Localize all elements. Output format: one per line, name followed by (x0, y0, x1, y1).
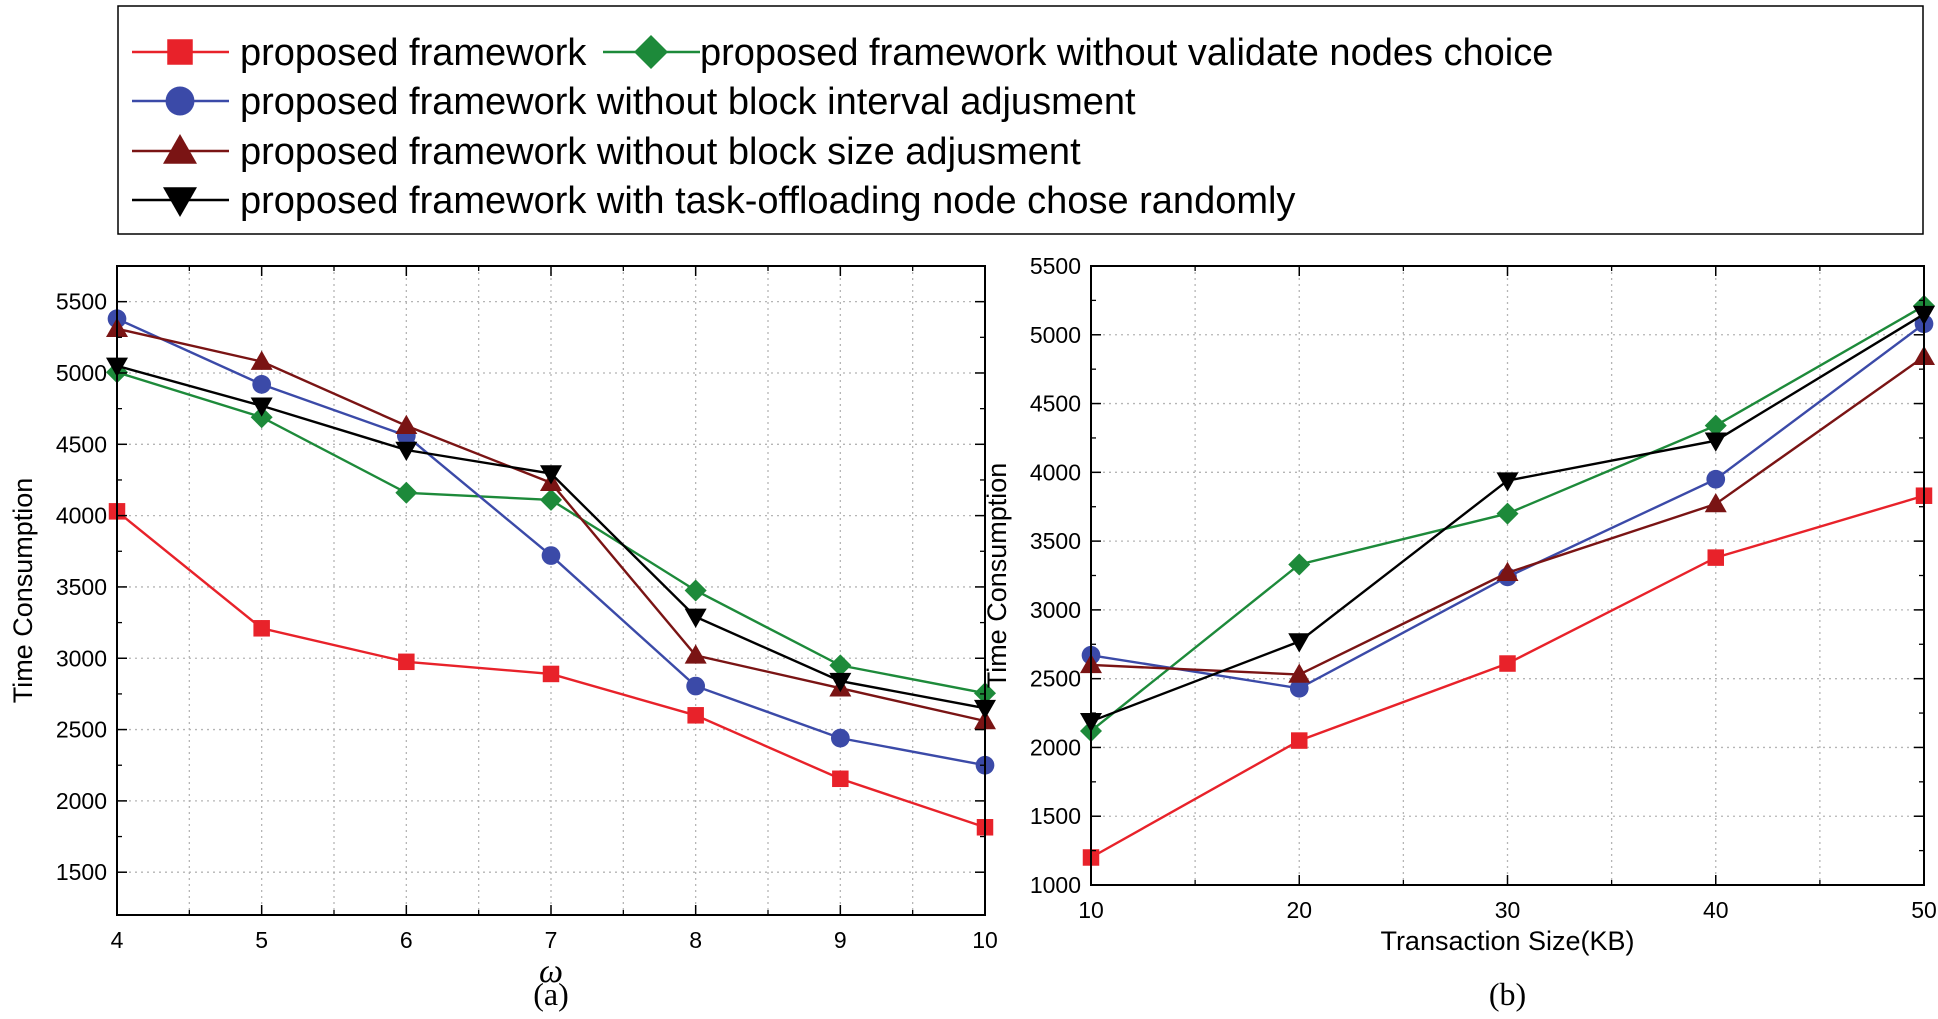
x-tick-label: 50 (1911, 897, 1937, 923)
data-point-pf (687, 707, 704, 724)
legend-marker-bi (165, 86, 195, 116)
data-point-bs (1496, 561, 1519, 581)
data-point-pf (398, 653, 415, 671)
x-tick-label: 30 (1495, 897, 1521, 923)
y-tick-label: 5000 (56, 360, 107, 386)
chart-panel-b: 10 20 30 40 50 1000 1500 2000 2500 3000 3500 4000 45… (982, 253, 1937, 1012)
data-point-vn (829, 654, 852, 677)
data-point-rd (829, 672, 852, 693)
x-tick-label: 7 (545, 927, 558, 953)
data-point-rd (1496, 472, 1519, 492)
legend-box (117, 5, 1924, 235)
series-vn (106, 361, 996, 705)
data-point-pf (253, 620, 270, 637)
legend-label-bi: proposed framework without block interva… (240, 81, 1136, 123)
y-tick-label: 4000 (56, 503, 107, 529)
legend-label-bs: proposed framework without block size ad… (240, 131, 1081, 173)
data-point-vn (1288, 553, 1311, 576)
legend-item-bi: proposed framework without block interva… (132, 81, 1136, 123)
data-point-pf (1499, 655, 1516, 672)
y-axis-label: Time Consumption (982, 463, 1012, 689)
data-point-rd (1704, 432, 1727, 452)
legend-item-bs: proposed framework without block size ad… (132, 131, 1081, 173)
data-point-bi (1289, 678, 1309, 698)
series-pf (108, 503, 994, 836)
y-tick-label: 4500 (1030, 391, 1081, 417)
data-point-bs (684, 644, 707, 664)
data-point-rd (395, 441, 418, 462)
x-tick-label: 20 (1286, 897, 1312, 923)
chart-panel-a: 4 5 6 7 8 9 10 1500 2000 2500 3000 3500 4000 4500 5000… (8, 265, 998, 1012)
legend-item-vn: proposed framework without validate node… (603, 32, 1553, 74)
data-point-rd (540, 465, 562, 485)
y-tick-label: 4500 (56, 431, 107, 457)
y-tick-label: 2500 (1030, 666, 1081, 692)
y-tick-label: 5000 (1030, 322, 1081, 348)
data-point-rd (250, 397, 273, 417)
x-tick-label: 8 (689, 927, 702, 953)
y-tick-label: 1000 (1030, 872, 1081, 898)
y-tick-label: 2500 (56, 717, 107, 743)
x-tick-label: 9 (834, 927, 847, 953)
y-axis-label: Time Consumption (8, 478, 38, 704)
legend: proposed framework proposed framework wit… (117, 5, 1924, 235)
x-tick-label: 6 (400, 927, 413, 953)
series-vn (1080, 294, 1935, 742)
data-point-vn (1496, 502, 1519, 525)
data-point-bi (252, 375, 272, 394)
legend-marker-vn (634, 35, 668, 69)
data-point-pf (542, 665, 560, 683)
panel-caption: (a) (533, 976, 569, 1012)
legend-marker-pf (167, 39, 193, 65)
data-point-pf (1707, 549, 1724, 566)
legend-marker-rd (163, 187, 197, 217)
data-point-vn (540, 488, 562, 511)
y-tick-label: 3500 (56, 574, 107, 600)
data-point-bi (541, 546, 561, 565)
legend-item-pf: proposed framework (132, 32, 587, 74)
legend-label-rd: proposed framework with task-offloading … (240, 180, 1295, 222)
y-tick-label: 3000 (1030, 597, 1081, 623)
y-tick-label: 2000 (1030, 734, 1081, 760)
legend-label-vn: proposed framework without validate node… (700, 32, 1553, 74)
data-point-vn (1704, 414, 1727, 437)
y-tick-label: 3000 (56, 645, 107, 671)
x-tick-label: 5 (255, 927, 268, 953)
data-point-pf (1291, 732, 1308, 749)
data-point-bi (686, 676, 706, 696)
legend-item-rd: proposed framework with task-offloading … (132, 180, 1295, 222)
legend-label-pf: proposed framework (240, 32, 587, 74)
panel-caption: (b) (1489, 976, 1526, 1012)
data-point-bi (830, 728, 850, 748)
x-tick-label: 40 (1703, 897, 1729, 923)
data-point-bs (395, 414, 418, 435)
x-tick-label: 4 (111, 927, 124, 953)
data-point-rd (1288, 633, 1311, 653)
data-point-bs (1288, 663, 1311, 683)
data-point-vn (250, 406, 273, 429)
legend-marker-bs (163, 134, 197, 164)
y-tick-label: 5500 (1030, 253, 1081, 279)
data-point-pf (832, 770, 849, 788)
data-point-bi (1706, 469, 1726, 489)
data-point-vn (684, 579, 707, 602)
data-point-rd (684, 608, 707, 628)
y-tick-label: 5500 (56, 289, 107, 315)
data-point-vn (395, 481, 418, 504)
y-tick-label: 1500 (1030, 803, 1081, 829)
y-tick-label: 3500 (1030, 528, 1081, 554)
data-point-bs (1704, 492, 1727, 513)
y-tick-label: 1500 (56, 859, 107, 885)
y-tick-label: 2000 (56, 788, 107, 814)
series-bi (107, 309, 995, 775)
x-tick-label: 10 (1078, 897, 1104, 923)
x-axis-label: Transaction Size(KB) (1380, 926, 1634, 956)
x-axis-label: ω (539, 953, 563, 990)
x-tick-label: 10 (972, 927, 998, 953)
data-point-bs (250, 350, 273, 370)
y-tick-label: 4000 (1030, 459, 1081, 485)
